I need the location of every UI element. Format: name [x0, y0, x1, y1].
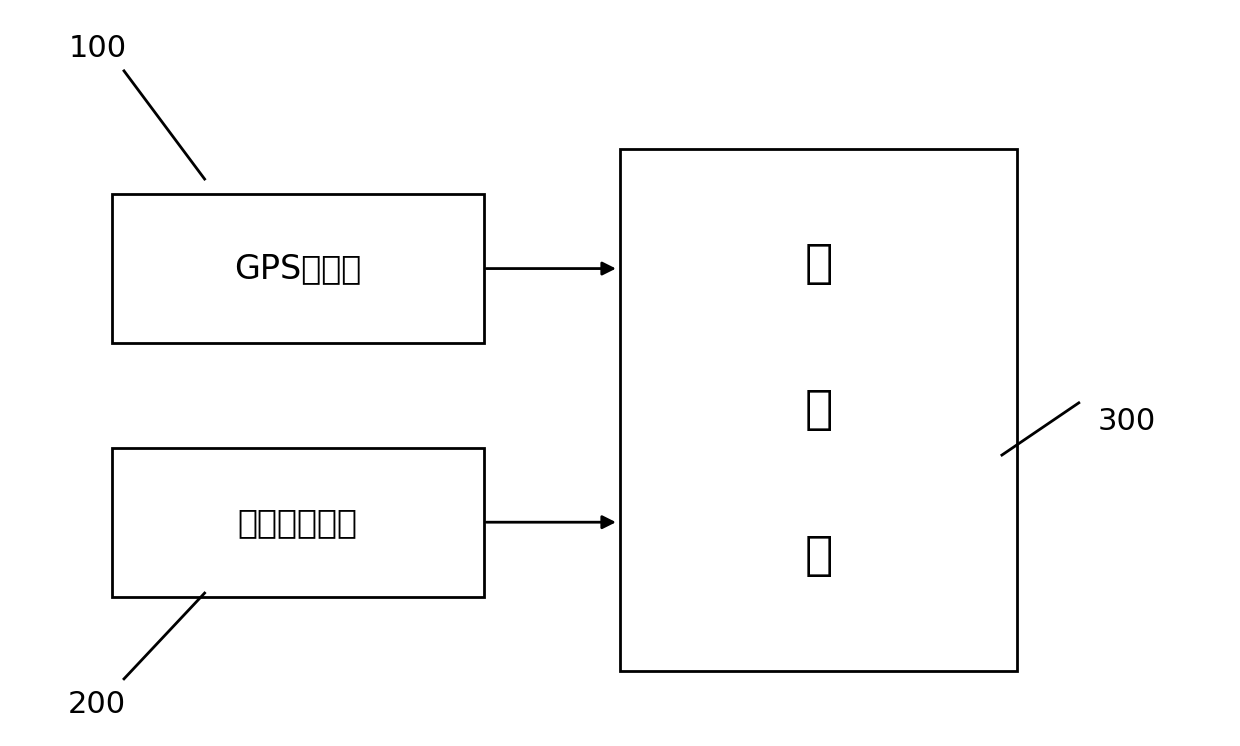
Bar: [112, 448, 484, 597]
Text: 处

理

器: 处 理 器: [805, 242, 832, 579]
Text: 300: 300: [1097, 407, 1156, 436]
Text: 200: 200: [68, 691, 126, 719]
Text: GPS传感器: GPS传感器: [234, 252, 361, 285]
Bar: [112, 194, 484, 343]
Bar: [620, 149, 1017, 671]
Text: 100: 100: [68, 34, 126, 63]
Text: 摄像头传感器: 摄像头传感器: [238, 506, 357, 539]
